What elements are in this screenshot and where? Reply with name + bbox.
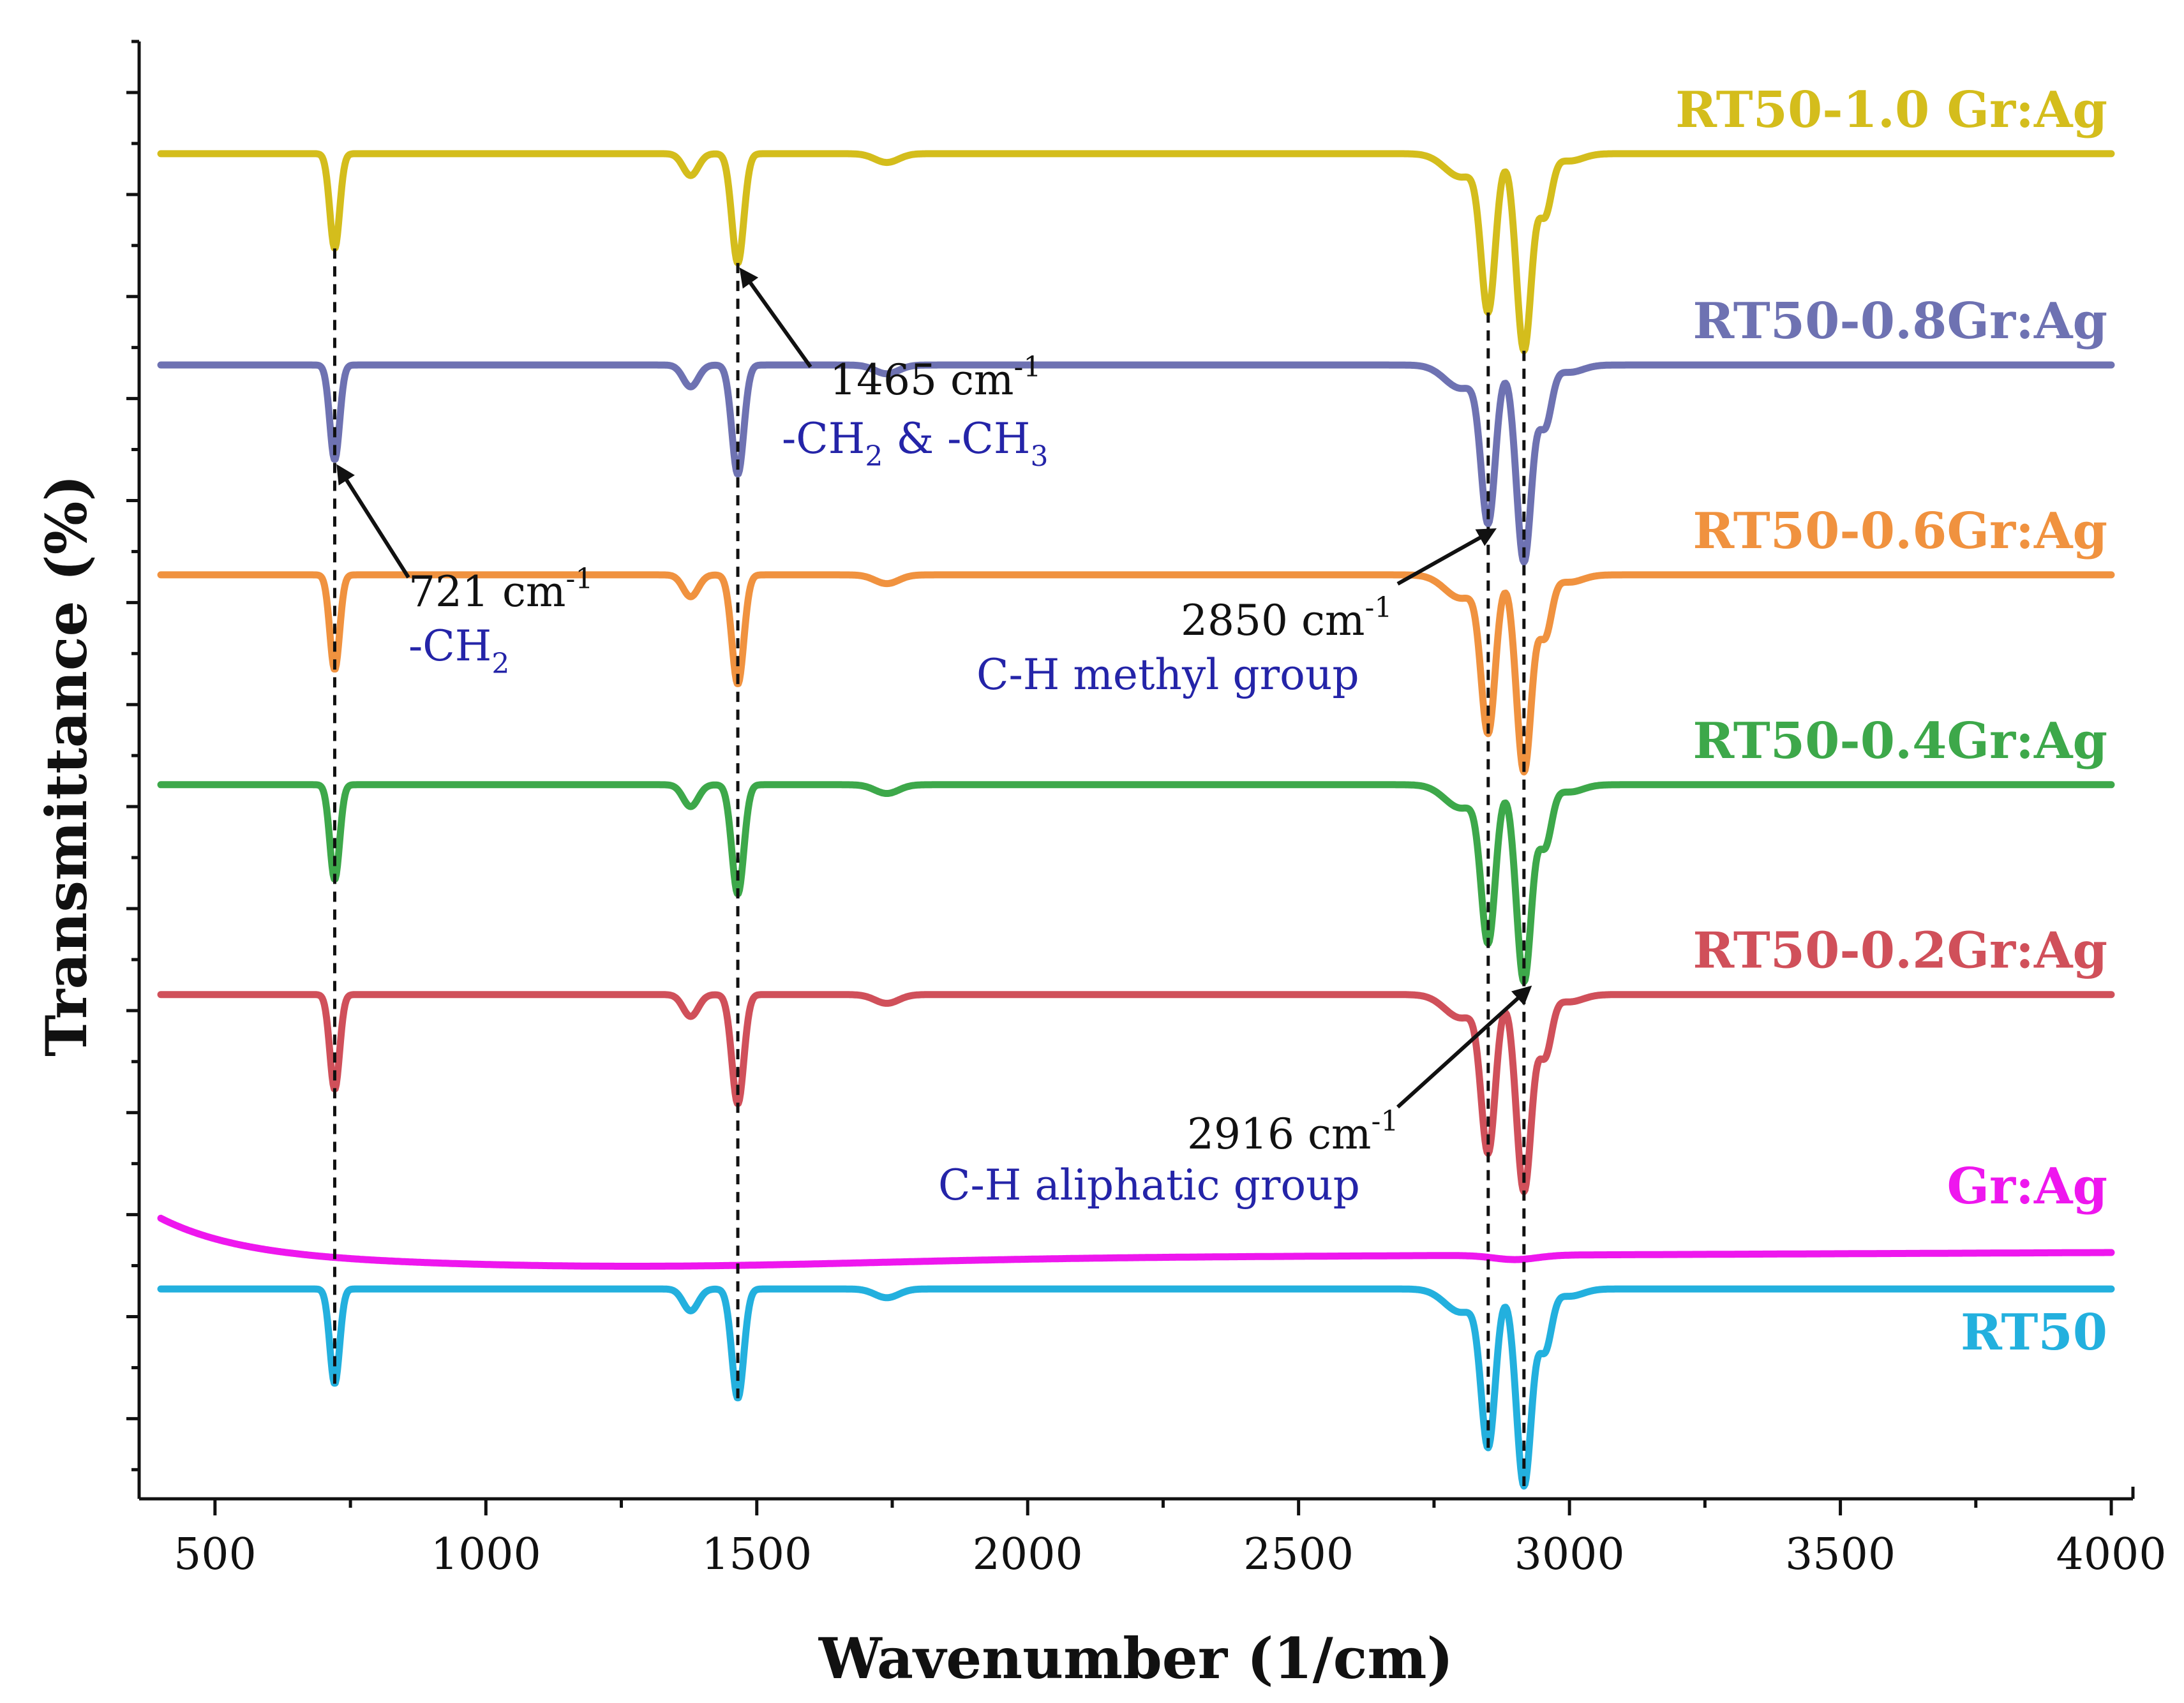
- series-line-3: [157, 781, 2115, 986]
- x-tick-label-1: 1000: [431, 1529, 541, 1580]
- annotation-group-0: -CH2: [408, 621, 509, 680]
- y-axis-title: Transmittance (%): [33, 475, 100, 1057]
- series-label-2: RT50-0.6Gr:Ag: [1693, 502, 2107, 560]
- x-axis-title: Wavenumber (1/cm): [818, 1625, 1453, 1692]
- series-line-1: [157, 361, 2115, 566]
- series-line-2: [157, 571, 2115, 776]
- annotation-arrow-3: [1396, 985, 1532, 1109]
- x-axis-ticks: 500 1000 1500 2000 2500 3000 3500 4000: [174, 1499, 2167, 1580]
- series-label-1: RT50-0.8Gr:Ag: [1693, 292, 2107, 350]
- series-label-0: RT50-1.0 Gr:Ag: [1675, 81, 2107, 139]
- series-label-5: Gr:Ag: [1947, 1157, 2107, 1216]
- x-tick-label-4: 2500: [1243, 1529, 1354, 1580]
- series-line-5: [157, 1214, 2115, 1270]
- x-tick-label-2: 1500: [701, 1529, 812, 1580]
- axes: [137, 41, 2135, 1501]
- annotation-value-2: 2850 cm-1: [1181, 591, 1392, 645]
- x-tick-label-5: 3000: [1515, 1529, 1625, 1580]
- series-label-4: RT50-0.2Gr:Ag: [1693, 922, 2107, 980]
- annotation-group-2: C-H methyl group: [976, 650, 1359, 699]
- annotation-value-0: 721 cm-1: [408, 563, 593, 616]
- annotation-arrow-2: [1396, 528, 1497, 586]
- annotation-value-3: 2916 cm-1: [1187, 1105, 1398, 1159]
- y-axis-ticks: [126, 40, 139, 1471]
- annotation-group-1: -CH2 & -CH3: [782, 414, 1048, 473]
- series-line-6: [157, 1285, 2115, 1490]
- series-line-0: [157, 150, 2115, 355]
- annotation-arrow-0: [336, 464, 410, 579]
- series-label-3: RT50-0.4Gr:Ag: [1693, 712, 2107, 770]
- x-tick-label-6: 3500: [1785, 1529, 1896, 1580]
- annotation-arrow-1: [739, 267, 812, 368]
- x-tick-label-7: 4000: [2056, 1529, 2167, 1580]
- annotation-group-3: C-H aliphatic group: [938, 1161, 1360, 1210]
- series-label-6: RT50: [1961, 1304, 2107, 1362]
- peak-annotations: 721 cm-1-CH2 1465 cm-1 -CH2 & -CH3 2850 cm-…: [336, 267, 1532, 1210]
- annotation-value-1: 1465 cm-1: [830, 351, 1041, 405]
- x-tick-label-3: 2000: [973, 1529, 1083, 1580]
- x-tick-label-0: 500: [174, 1529, 257, 1580]
- series-line-4: [157, 991, 2115, 1196]
- series-labels: RT50-1.0 Gr:Ag RT50-0.8Gr:Ag RT50-0.6Gr:Ag…: [1675, 81, 2107, 1362]
- series-layer: [157, 150, 2115, 1490]
